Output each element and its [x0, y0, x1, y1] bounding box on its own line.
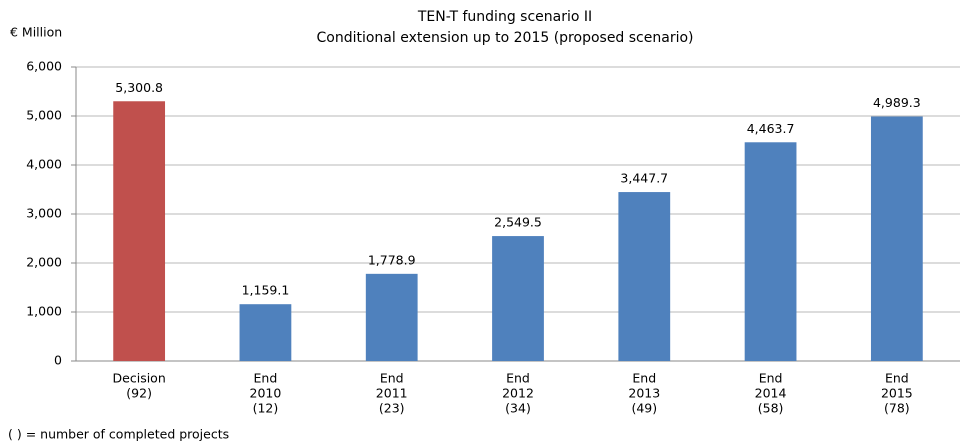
- data-label: 5,300.8: [115, 80, 163, 95]
- bar: [113, 101, 166, 361]
- x-tick-label: 2010: [250, 386, 282, 401]
- footnote: ( ) = number of completed projects: [8, 427, 229, 442]
- data-label: 3,447.7: [620, 171, 668, 186]
- x-tick-label: (12): [253, 401, 279, 416]
- bar: [744, 142, 797, 361]
- x-tick-label: (49): [631, 401, 657, 416]
- bar: [618, 192, 671, 361]
- x-tick-label: End: [759, 371, 783, 386]
- x-tick-label: (92): [126, 386, 152, 401]
- y-tick-label: 6,000: [26, 59, 62, 74]
- x-tick-label: 2013: [628, 386, 660, 401]
- x-tick-label: Decision: [113, 371, 166, 386]
- y-axis-label: € Million: [10, 25, 62, 40]
- bar: [492, 236, 544, 361]
- x-tick-label: (34): [505, 401, 531, 416]
- x-tick-label: End: [632, 371, 656, 386]
- x-tick-label: End: [380, 371, 404, 386]
- x-tick-label: (58): [758, 401, 784, 416]
- y-tick-label: 0: [54, 353, 62, 368]
- y-tick-label: 5,000: [26, 108, 62, 123]
- x-tick-label: End: [506, 371, 530, 386]
- y-tick-label: 1,000: [26, 304, 62, 319]
- x-tick-label: End: [885, 371, 909, 386]
- y-tick-label: 2,000: [26, 255, 62, 270]
- data-label: 4,463.7: [747, 121, 795, 136]
- x-tick-label: 2015: [881, 386, 913, 401]
- y-tick-label: 4,000: [26, 157, 62, 172]
- x-tick-label: End: [254, 371, 278, 386]
- data-label: 2,549.5: [494, 215, 542, 230]
- y-tick-label: 3,000: [26, 206, 62, 221]
- chart-subtitle: Conditional extension up to 2015 (propos…: [316, 30, 693, 46]
- x-tick-label: (23): [379, 401, 405, 416]
- bar: [365, 273, 418, 361]
- x-tick-label: 2014: [755, 386, 787, 401]
- data-label: 1,159.1: [242, 283, 290, 298]
- x-tick-label: 2011: [376, 386, 408, 401]
- x-tick-label: (78): [884, 401, 910, 416]
- x-tick-label: 2012: [502, 386, 534, 401]
- data-label: 1,778.9: [368, 252, 416, 267]
- chart-title: TEN-T funding scenario II: [417, 9, 592, 25]
- bar: [239, 304, 292, 361]
- data-label: 4,989.3: [873, 95, 921, 110]
- bar: [870, 116, 923, 362]
